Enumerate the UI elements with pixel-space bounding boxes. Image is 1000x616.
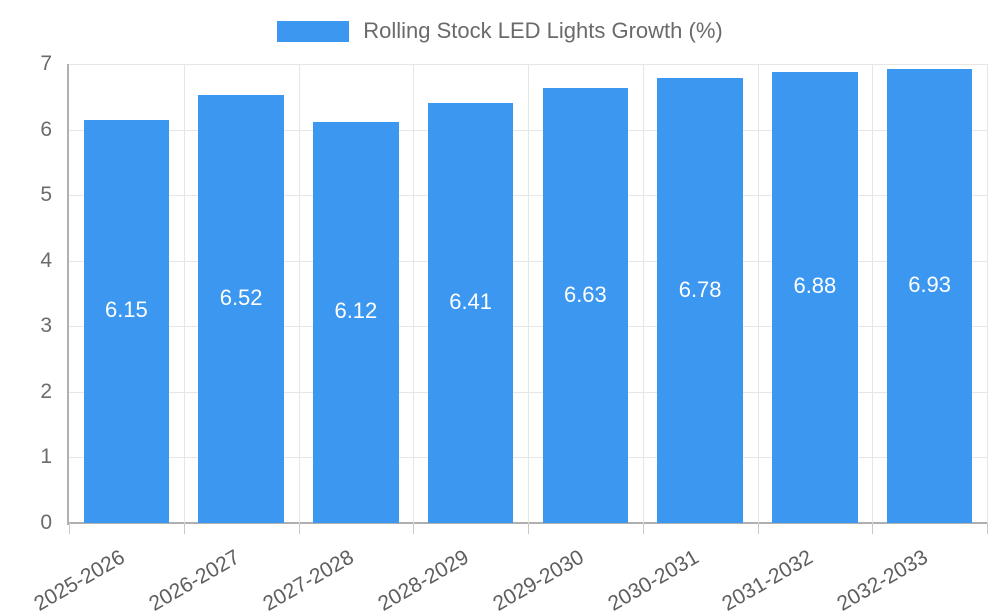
x-axis-tick (299, 523, 300, 534)
bar-column[interactable]: 6.52 (198, 64, 284, 523)
category-gridline (987, 64, 988, 523)
x-axis-tick (184, 523, 185, 534)
y-axis-line (67, 64, 69, 525)
y-axis-tick-label: 2 (40, 379, 52, 403)
bar[interactable] (886, 68, 973, 523)
bar[interactable] (657, 78, 743, 523)
category-gridline (184, 64, 185, 523)
bar-value-label: 6.41 (449, 288, 493, 314)
bar-column[interactable]: 6.41 (427, 64, 514, 523)
category-gridline (872, 64, 873, 523)
y-axis-tick-label: 3 (40, 314, 52, 338)
y-axis-tick-label: 4 (40, 248, 52, 272)
bar[interactable] (83, 119, 170, 523)
bar-column[interactable]: 6.78 (657, 64, 743, 523)
bar[interactable] (313, 121, 399, 523)
category-gridline (413, 64, 414, 523)
bar-column[interactable]: 6.93 (886, 64, 973, 523)
category-gridline (758, 64, 759, 523)
x-axis-tick (643, 523, 644, 534)
plot-area: 6.15 6.52 6.12 6.41 6.63 6.78 6.88 6.93 (67, 64, 988, 534)
bar-value-label: 6.93 (908, 271, 952, 297)
legend-swatch-series-1[interactable] (277, 20, 350, 42)
category-gridline (299, 64, 300, 523)
bar-value-label: 6.88 (793, 273, 837, 299)
bar-column[interactable]: 6.88 (772, 64, 858, 523)
bar-series-group: 6.15 6.52 6.12 6.41 6.63 6.78 6.88 6.93 (69, 64, 987, 523)
x-axis-tick (69, 523, 70, 534)
bar[interactable] (198, 95, 284, 523)
x-axis-tick (758, 523, 759, 534)
category-gridline (643, 64, 644, 523)
bar-value-label: 6.52 (219, 285, 263, 311)
bar-value-label: 6.15 (104, 297, 148, 323)
x-axis-tick (987, 523, 988, 534)
y-axis-tick-label: 1 (40, 445, 52, 469)
bar-chart: Rolling Stock LED Lights Growth (%) 0 1 2 3… (0, 14, 1000, 616)
bar[interactable] (772, 71, 858, 523)
x-axis-tick-label: 2025-2026 (30, 545, 129, 616)
x-axis-tick (872, 523, 873, 534)
bar-column[interactable]: 6.15 (83, 64, 170, 523)
x-axis-tick (413, 523, 414, 534)
bar[interactable] (542, 88, 629, 523)
y-axis-tick-label: 5 (40, 183, 52, 207)
bar-column[interactable]: 6.12 (313, 64, 399, 523)
bar-value-label: 6.78 (678, 276, 722, 302)
bar-value-label: 6.63 (563, 281, 607, 307)
y-axis-tick-label: 0 (40, 511, 52, 534)
y-axis-tick-label: 7 (40, 52, 52, 75)
legend-label-series-1[interactable]: Rolling Stock LED Lights Growth (%) (363, 18, 723, 43)
x-axis-category-labels: 2025-2026 2026-2027 2027-2028 2028-2029 2029… (30, 533, 987, 616)
y-axis-tick-label: 6 (40, 117, 52, 141)
category-gridline (528, 64, 529, 523)
x-axis-tick (528, 523, 529, 534)
bar-value-label: 6.12 (334, 298, 378, 324)
chart-legend: Rolling Stock LED Lights Growth (%) (0, 14, 1000, 48)
bar[interactable] (427, 102, 514, 523)
x-axis-label-slot: 2032-2033 (833, 533, 987, 616)
bar-column[interactable]: 6.63 (542, 64, 629, 523)
